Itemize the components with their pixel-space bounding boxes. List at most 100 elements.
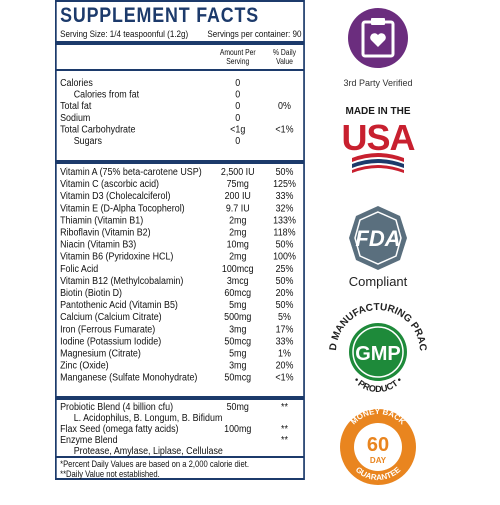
usa-badge: MADE IN THE USA xyxy=(341,106,417,173)
column-head: Serving xyxy=(226,56,249,66)
badge-text: USA xyxy=(341,117,415,158)
badge-text: GMP xyxy=(355,343,401,365)
rule-thick xyxy=(55,41,305,45)
nutrient-dv: 118% xyxy=(273,227,295,239)
nutrient-dv: 20% xyxy=(276,360,294,372)
nutrient-amount: 2mg xyxy=(229,227,246,239)
facts-panel: SUPPLEMENT FACTS Serving Size: 1/4 teasp… xyxy=(55,0,305,480)
footnote: **Daily Value not established. xyxy=(60,468,160,479)
nutrient-amount: 2,500 IU xyxy=(221,166,255,178)
nutrient-name: Vitamin A (75% beta-carotene USP) xyxy=(60,166,202,178)
column-head: % Daily xyxy=(273,47,296,57)
nutrient-name: Zinc (Oxide) xyxy=(60,360,109,372)
nutrient-amount: 0 xyxy=(235,112,240,124)
nutrient-dv: 5% xyxy=(278,312,291,324)
nutrient-name: Pantothenic Acid (Vitamin B5) xyxy=(60,299,178,311)
nutrient-dv: <1% xyxy=(275,124,293,136)
nutrient-dv: 20% xyxy=(276,287,294,299)
nutrient-name: Iron (Ferrous Fumarate) xyxy=(60,324,155,336)
nutrient-name: Calories xyxy=(60,77,93,89)
column-head: Value xyxy=(276,56,293,66)
facts-title: SUPPLEMENT FACTS xyxy=(60,4,259,28)
panel-border xyxy=(55,0,305,480)
nutrient-dv: 1% xyxy=(278,348,291,360)
nutrient-name: Iodine (Potassium Iodide) xyxy=(60,336,161,348)
servings: Servings per container: 90 xyxy=(207,28,301,39)
nutrient-dv: 50% xyxy=(276,299,294,311)
guarantee-badge: MONEY BACK GUARANTEE 60 DAY xyxy=(340,407,416,485)
nutrient-dv: 125% xyxy=(273,178,296,190)
nutrient-dv: 50% xyxy=(276,275,294,287)
nutrient-name: Flax Seed (omega fatty acids) xyxy=(60,423,178,435)
nutrient-amount: 0 xyxy=(235,77,240,89)
fda-badge: FDA Compliant xyxy=(349,206,408,289)
nutrient-amount: 3mcg xyxy=(227,275,249,287)
badge-text: DAY xyxy=(370,456,387,465)
nutrient-name: Vitamin C (ascorbic acid) xyxy=(60,178,159,190)
nutrient-dv: 100% xyxy=(273,251,296,263)
nutrient-dv: ** xyxy=(281,423,288,435)
nutrient-name: Calcium (Calcium Citrate) xyxy=(60,312,162,324)
nutrient-amount: 3mg xyxy=(229,324,246,336)
nutrient-name: Probiotic Blend (4 billion cfu) xyxy=(60,401,173,413)
nutrient-amount: 5mg xyxy=(229,348,246,360)
nutrient-amount: 0 xyxy=(235,135,240,147)
nutrient-dv: 50% xyxy=(276,239,294,251)
nutrient-name: Thiamin (Vitamin B1) xyxy=(60,215,143,227)
nutrient-amount: 500mg xyxy=(224,312,251,324)
nutrient-amount: 60mcg xyxy=(224,287,251,299)
nutrient-amount: 50mcg xyxy=(224,372,251,384)
nutrient-dv: 17% xyxy=(276,324,294,336)
nutrient-name: L. Acidophilus, B. Longum, B. Bifidum xyxy=(74,412,223,424)
nutrient-amount: 50mcg xyxy=(224,336,251,348)
nutrient-name: Vitamin B6 (Pyridoxine HCL) xyxy=(60,251,173,263)
nutrient-name: Biotin (Biotin D) xyxy=(60,287,122,299)
nutrient-dv: 50% xyxy=(276,166,294,178)
nutrient-dv: 32% xyxy=(276,203,294,215)
nutrient-dv: ** xyxy=(281,434,288,446)
badge-text: 60 xyxy=(367,434,389,456)
nutrient-amount: 100mg xyxy=(224,423,251,435)
badge-text: FDA xyxy=(355,226,400,251)
nutrient-name: Protease, Amylase, Liplase, Cellulase xyxy=(74,445,223,457)
nutrient-amount: <1g xyxy=(230,124,245,136)
nutrient-name: Calories from fat xyxy=(74,89,140,101)
nutrient-amount: 2mg xyxy=(229,251,246,263)
nutrient-dv: 33% xyxy=(276,191,294,203)
nutrient-name: Manganese (Sulfate Monohydrate) xyxy=(60,372,197,384)
nutrient-amount: 0 xyxy=(235,101,240,113)
nutrient-amount: 200 IU xyxy=(225,191,251,203)
nutrient-name: Sodium xyxy=(60,112,90,124)
nutrient-dv: 133% xyxy=(273,215,296,227)
nutrient-amount: 2mg xyxy=(229,215,246,227)
column-head: Amount Per xyxy=(220,47,256,57)
nutrient-name: Total Carbohydrate xyxy=(60,124,135,136)
footnote: *Percent Daily Values are based on a 2,0… xyxy=(60,458,249,469)
nutrient-name: Vitamin B12 (Methylcobalamin) xyxy=(60,275,183,287)
rule-thick xyxy=(55,160,305,164)
verified-badge: 3rd Party Verified xyxy=(343,8,413,88)
nutrient-amount: 50mg xyxy=(227,401,249,413)
nutrient-amount: 3mg xyxy=(229,360,246,372)
nutrient-dv: ** xyxy=(281,401,288,413)
nutrient-name: Sugars xyxy=(74,135,102,147)
nutrient-name: Vitamin D3 (Cholecalciferol) xyxy=(60,191,170,203)
nutrient-dv: 0% xyxy=(278,101,291,113)
rule-thick xyxy=(55,396,305,400)
nutrient-name: Vitamin E (D-Alpha Tocopherol) xyxy=(60,203,185,215)
nutrient-name: Total fat xyxy=(60,101,91,113)
nutrient-amount: 75mg xyxy=(227,178,249,190)
nutrient-amount: 100mcg xyxy=(222,263,254,275)
nutrient-name: Magnesium (Citrate) xyxy=(60,348,141,360)
nutrient-amount: 0 xyxy=(235,89,240,101)
badge-text: MADE IN THE xyxy=(346,106,411,117)
nutrient-dv: 33% xyxy=(276,336,294,348)
nutrient-amount: 9.7 IU xyxy=(226,203,250,215)
rule xyxy=(55,69,305,71)
nutrient-dv: <1% xyxy=(275,372,293,384)
badge-caption: 3rd Party Verified xyxy=(343,78,412,88)
nutrient-name: Folic Acid xyxy=(60,263,98,275)
badge-caption: Compliant xyxy=(349,274,408,289)
